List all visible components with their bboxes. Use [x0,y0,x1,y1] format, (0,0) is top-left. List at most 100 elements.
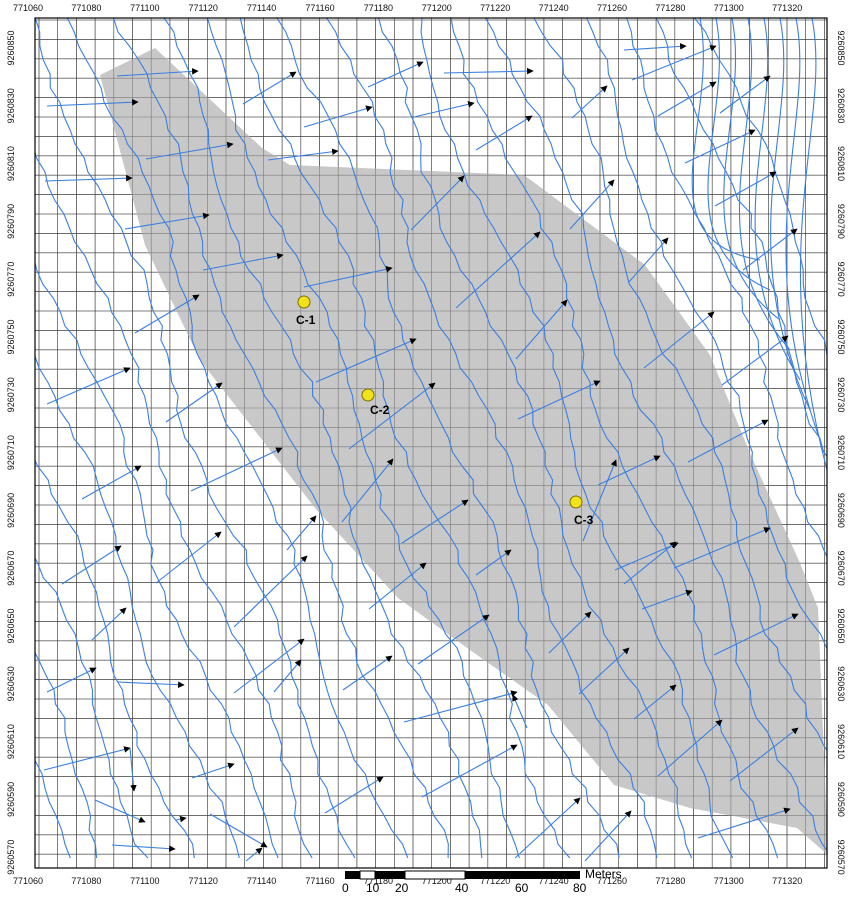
flow-vector [697,807,791,839]
flow-vectors [43,43,799,862]
scale-seg-6 [525,871,580,879]
scale-label-60: 60 [515,881,529,895]
shaded-study-area [100,48,828,855]
well-c3[interactable]: C-3 [569,495,594,527]
flow-vector [124,212,210,230]
well-c1-marker[interactable] [297,295,311,309]
contour-line [420,18,734,859]
y-tick-label: 9260730 [6,377,16,412]
flow-vector [413,101,475,118]
y-tick-label: 9260570 [836,840,846,875]
flow-vector [94,799,146,823]
flow-vector [719,75,771,114]
scale-label-40: 40 [455,881,469,895]
flow-vector [643,311,715,369]
flow-vector [191,762,235,779]
flow-vector [303,105,373,128]
y-tick-label: 9260750 [6,319,16,354]
contour-line [799,18,827,471]
y-tick-label: 9260630 [836,666,846,701]
y-tick-labels-left: 9260850 9260830 9260810 9260790 9260770 92607… [6,30,16,874]
flow-vector [548,611,592,654]
well-c2[interactable]: C-2 [361,388,390,417]
contour-line [484,18,827,852]
contour-line [35,556,149,859]
x-tick-label: 771220 [480,3,510,13]
well-c1-label: C-1 [296,313,316,327]
flow-vector [242,71,297,105]
flow-vector [569,179,615,230]
contour-line [378,18,693,859]
x-tick-label: 771260 [597,3,627,13]
flow-vector [421,744,518,798]
contour-line [723,18,781,321]
y-tick-label: 9260830 [6,88,16,123]
flow-vector [443,67,534,75]
flow-vector [512,694,528,729]
flow-vector [190,447,283,492]
flow-vector [134,294,200,334]
y-tick-label: 9260810 [6,146,16,181]
flow-vector [714,171,777,207]
y-tick-label: 9260650 [836,608,846,643]
contour-line [35,354,240,859]
x-tick-label: 771240 [539,3,569,13]
well-c2-marker[interactable] [361,388,375,402]
flow-vector [403,690,518,723]
contour-line [691,18,761,261]
flow-vector [633,684,677,720]
x-tick-label: 771200 [422,876,452,886]
flow-vector [614,542,679,571]
y-tick-label: 9260830 [836,88,846,123]
x-tick-label: 771120 [189,3,218,13]
flow-vector [233,638,305,694]
y-tick-label: 9260710 [6,435,16,470]
y-tick-label: 9260670 [836,551,846,586]
flow-vector [475,115,533,151]
flow-vector [46,367,131,405]
contour-line [239,18,571,859]
flow-vector [273,659,302,693]
well-c1[interactable]: C-1 [296,295,316,327]
contour-line [754,18,801,381]
y-tick-label: 9260790 [6,204,16,239]
x-tick-labels-top: 771060 771080 771100 771120 771140 771160 7711… [13,3,802,13]
scale-label-0: 0 [342,881,349,895]
scale-seg-5 [465,871,525,879]
scale-seg-2 [359,870,376,880]
flow-vector [129,747,137,792]
flow-vector [91,607,127,641]
x-tick-label: 771060 [13,876,43,886]
wells: C-1 C-2 C-3 [296,295,594,527]
flow-vector [515,299,568,360]
y-tick-label: 9260650 [6,608,16,643]
flow-vector [584,810,632,862]
well-c3-marker[interactable] [569,495,583,509]
y-tick-label: 9260690 [6,493,16,528]
flow-vector [628,237,669,283]
contour-line [785,18,821,441]
flow-vector [401,499,469,544]
contour-lines [35,18,827,859]
scale-label-80: 80 [573,881,587,895]
scale-label-10: 10 [366,881,380,895]
x-tick-label: 771060 [13,3,43,13]
x-tick-label: 771080 [71,876,101,886]
flow-vector [455,231,541,309]
well-c2-label: C-2 [370,403,390,417]
flow-vector [410,175,465,231]
flow-vector [233,555,308,628]
flow-vector [155,531,222,584]
y-tick-label: 9260850 [836,30,846,65]
y-tick-label: 9260570 [6,840,16,875]
contour-line [163,18,483,859]
contour-line [738,18,791,351]
y-tick-label: 9260690 [836,493,846,528]
map-frame [34,17,828,869]
flow-vector [657,719,723,777]
flow-vector [44,174,133,182]
contour-line [694,18,827,356]
scale-unit: Meters [585,867,622,881]
contour-line [450,18,779,859]
